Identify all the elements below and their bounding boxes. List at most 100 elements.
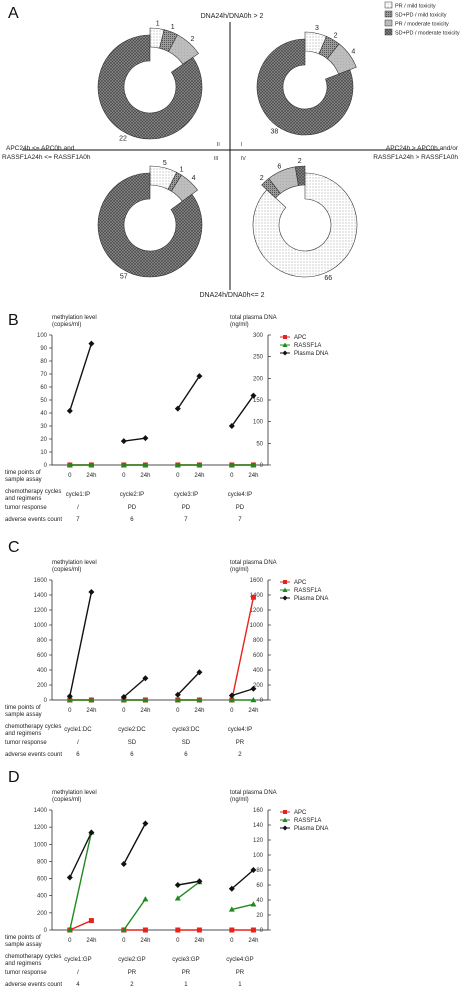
y-tick-label-left: 70 [40, 372, 47, 378]
legend-marker-diamond [282, 595, 288, 601]
row-label-response: tumor response [5, 740, 47, 746]
y-tick-label-right: 1400 [250, 593, 264, 599]
tumor-response-value: SD [128, 740, 137, 746]
y-tick-label-left: 1600 [34, 578, 48, 584]
legend-swatch-pr-mild [384, 1, 393, 9]
y-tick-label-left: 10 [40, 450, 47, 456]
data-point-rassf1a [228, 462, 235, 468]
adverse-events-value: 2 [238, 752, 242, 758]
y-tick-label-right: 300 [253, 333, 264, 339]
axis-left-label-1: APC24h <= APC0h and [6, 145, 75, 152]
y-tick-label-left: 100 [37, 333, 48, 339]
donut-slice-iv-1 [252, 172, 358, 278]
quadrant-label-iii: III [214, 156, 218, 162]
axis-left-label-2: RASSF1A24h <= RASSF1A0h [2, 154, 91, 161]
legend-marker-diamond [282, 825, 288, 831]
quadrant-label-ii: II [217, 142, 220, 148]
row-label-time-points: time points of sample assay [5, 935, 42, 948]
legend-label: Plasma DNA [294, 596, 328, 602]
data-point-apc [196, 927, 202, 933]
panel-b-letter: B [8, 312, 19, 329]
tumor-response-value: PD [182, 505, 191, 511]
legend-label: APC [294, 335, 307, 341]
data-point-plasma-dna [88, 829, 95, 836]
y-tick-label-left: 1400 [34, 808, 48, 814]
y-tick-label-left: 0 [44, 698, 48, 704]
donut-value-label: 38 [271, 129, 279, 136]
data-point-plasma-dna [66, 874, 73, 881]
row-label-time-points: time points of sample assay [5, 470, 42, 483]
y-tick-label-left: 1200 [34, 825, 48, 831]
axis-bottom-label: DNA24h/DNA0h<= 2 [200, 292, 265, 299]
legend-label-sdpd-mild: SD+PD / mild toxicity [395, 13, 447, 19]
time-label-0: 0 [122, 708, 126, 714]
series-line-plasma-dna [69, 591, 93, 697]
series-line-rassf1a [123, 898, 146, 931]
y-tick-label-right: 50 [256, 441, 263, 447]
data-point-rassf1a [228, 906, 235, 912]
y-tick-label-left: 600 [37, 877, 48, 883]
legend-swatch-pr-moderate [384, 19, 393, 27]
legend-marker-triangle [282, 587, 288, 592]
y-tick-label-right: 100 [253, 853, 264, 859]
row-label-chemo: chemotherapy cycles and regimens [5, 489, 61, 502]
legend-label: APC [294, 810, 307, 816]
row-label-adverse: adverse events count [5, 517, 62, 523]
donut-value-label: 4 [192, 175, 196, 182]
y-tick-label-left: 800 [37, 859, 48, 865]
y-axis-right-label: total plasma DNA (ng/ml) [230, 560, 277, 573]
data-point-rassf1a [120, 927, 127, 933]
y-tick-label-right: 600 [253, 653, 264, 659]
y-tick-label-left: 50 [40, 398, 47, 404]
data-point-rassf1a [196, 462, 203, 468]
data-point-plasma-dna [174, 405, 181, 412]
data-point-rassf1a [196, 697, 203, 703]
donut-slice-iii-4 [97, 172, 203, 278]
y-tick-label-right: 40 [256, 898, 263, 904]
data-point-rassf1a [66, 697, 73, 703]
data-point-rassf1a [174, 697, 181, 703]
y-tick-label-left: 200 [37, 911, 48, 917]
series-line-plasma-dna [177, 375, 201, 410]
legend-swatch-sdpd-moderate [384, 28, 393, 36]
series-line-plasma-dna [177, 880, 200, 886]
legend-label-pr-moderate: PR / moderate toxicity [395, 22, 449, 28]
donut-value-label: 57 [120, 274, 128, 281]
y-tick-label-right: 0 [260, 928, 264, 934]
data-point-plasma-dna [142, 435, 149, 442]
legend-marker-square [283, 335, 287, 339]
time-label-24h: 24h [140, 473, 150, 479]
y-tick-label-right: 80 [256, 868, 263, 874]
legend-label: Plasma DNA [294, 826, 328, 832]
adverse-events-value: 2 [130, 982, 134, 988]
time-label-24h: 24h [248, 708, 258, 714]
data-point-plasma-dna [66, 407, 73, 414]
data-point-rassf1a [142, 697, 149, 703]
time-label-24h: 24h [194, 938, 204, 944]
time-label-24h: 24h [194, 708, 204, 714]
data-point-rassf1a [120, 462, 127, 468]
tumor-response-value: SD [182, 740, 191, 746]
donut-value-label: 2 [334, 32, 338, 39]
data-point-rassf1a [88, 697, 95, 703]
y-tick-label-left: 1200 [34, 608, 48, 614]
series-line-plasma-dna [231, 395, 254, 427]
cycle-label: cycle4:GP [226, 957, 253, 963]
cycle-label: cycle2:IP [120, 492, 144, 498]
series-line-apc [231, 597, 255, 701]
adverse-events-value: 6 [130, 517, 134, 523]
time-label-0: 0 [122, 938, 126, 944]
data-point-apc [250, 594, 256, 600]
y-axis-left-label: methylation level (copies/ml) [52, 560, 97, 573]
data-point-plasma-dna [120, 861, 127, 867]
cycle-label: cycle3:DC [172, 727, 200, 733]
time-label-24h: 24h [140, 938, 150, 944]
data-point-plasma-dna [174, 882, 181, 888]
donut-slice-i-4 [256, 38, 354, 136]
data-point-rassf1a [250, 901, 257, 907]
donut-value-label: 2 [190, 36, 194, 43]
